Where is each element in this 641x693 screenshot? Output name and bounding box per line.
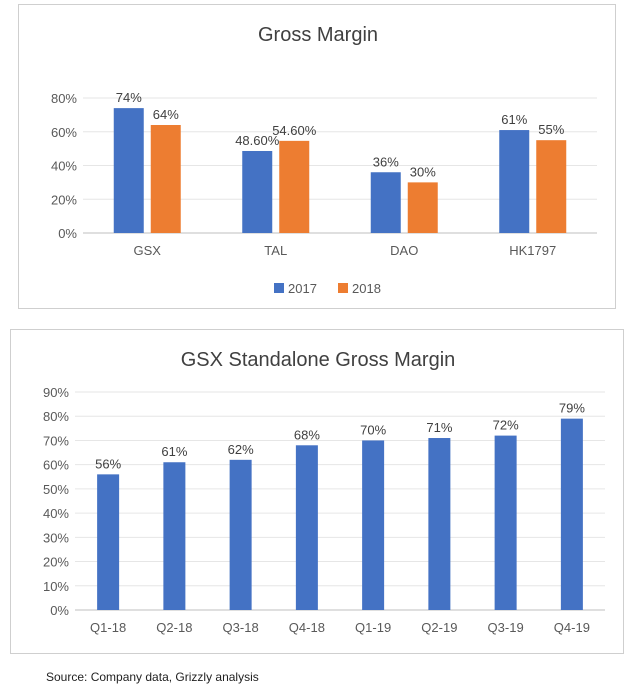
- gsx-standalone-chart-panel: GSX Standalone Gross Margin 0% 10% 20% 30% 40…: [10, 329, 624, 654]
- data-label: 71%: [426, 420, 452, 435]
- bar: [279, 140, 310, 233]
- bar: [428, 438, 451, 610]
- x-tick-label: Q2-19: [421, 620, 457, 635]
- y-tick-label: 20%: [51, 192, 77, 207]
- x-tick-label: Q1-19: [355, 620, 391, 635]
- data-label: 55%: [538, 122, 564, 137]
- data-label: 61%: [161, 444, 187, 459]
- x-tick-label: Q1-18: [90, 620, 126, 635]
- gross-margin-chart: Gross Margin 0% 20% 40% 60% 80% 74% 64% GSX 48.60…: [51, 24, 597, 296]
- x-tick-label: Q4-19: [554, 620, 590, 635]
- source-note: Source: Company data, Grizzly analysis: [46, 670, 259, 684]
- chart-title: GSX Standalone Gross Margin: [181, 349, 456, 371]
- gross-margin-chart-panel: Gross Margin 0% 20% 40% 60% 80% 74% 64% GSX 48.60…: [18, 4, 616, 309]
- data-label: 74%: [116, 90, 142, 105]
- y-tick-label: 90%: [43, 385, 69, 400]
- y-tick-label: 70%: [43, 433, 69, 448]
- bar: [362, 440, 385, 610]
- bar: [370, 172, 401, 233]
- legend-swatch: [338, 283, 348, 293]
- x-tick-label: HK1797: [509, 243, 556, 258]
- y-tick-label: 0%: [58, 226, 77, 241]
- x-tick-label: TAL: [264, 243, 287, 258]
- x-tick-label: Q3-18: [223, 620, 259, 635]
- x-tick-label: Q4-18: [289, 620, 325, 635]
- bar: [499, 130, 530, 233]
- data-label: 70%: [360, 422, 386, 437]
- bar: [229, 459, 252, 610]
- x-tick-label: Q2-18: [156, 620, 192, 635]
- y-tick-label: 50%: [43, 482, 69, 497]
- bar: [494, 435, 517, 610]
- data-label: 62%: [228, 442, 254, 457]
- data-label: 30%: [410, 164, 436, 179]
- chart-title: Gross Margin: [258, 24, 378, 46]
- gsx-standalone-chart: GSX Standalone Gross Margin 0% 10% 20% 30% 40…: [43, 349, 605, 635]
- y-tick-label: 60%: [43, 458, 69, 473]
- bar: [242, 150, 273, 233]
- x-tick-label: Q3-19: [488, 620, 524, 635]
- bar: [560, 418, 583, 610]
- data-label: 72%: [493, 418, 519, 433]
- y-tick-label: 0%: [50, 603, 69, 618]
- legend-swatch: [274, 283, 284, 293]
- bar: [97, 474, 120, 610]
- legend-label: 2017: [288, 281, 317, 296]
- y-tick-label: 60%: [51, 125, 77, 140]
- y-tick-label: 10%: [43, 579, 69, 594]
- x-tick-label: GSX: [134, 243, 162, 258]
- y-tick-label: 40%: [51, 159, 77, 174]
- bar: [163, 462, 186, 610]
- y-tick-label: 30%: [43, 530, 69, 545]
- data-label: 79%: [559, 401, 585, 416]
- bar: [295, 445, 318, 610]
- y-tick-label: 80%: [43, 409, 69, 424]
- bar: [536, 140, 567, 233]
- data-label: 56%: [95, 456, 121, 471]
- bar: [150, 125, 181, 233]
- data-label: 48.60%: [235, 133, 280, 148]
- data-label: 54.60%: [272, 123, 317, 138]
- y-tick-label: 20%: [43, 555, 69, 570]
- x-tick-label: DAO: [390, 243, 418, 258]
- data-label: 64%: [153, 107, 179, 122]
- data-label: 61%: [501, 112, 527, 127]
- data-label: 68%: [294, 427, 320, 442]
- data-label: 36%: [373, 154, 399, 169]
- legend-label: 2018: [352, 281, 381, 296]
- bar: [113, 108, 144, 233]
- y-tick-label: 40%: [43, 506, 69, 521]
- bar: [407, 182, 438, 233]
- y-tick-label: 80%: [51, 91, 77, 106]
